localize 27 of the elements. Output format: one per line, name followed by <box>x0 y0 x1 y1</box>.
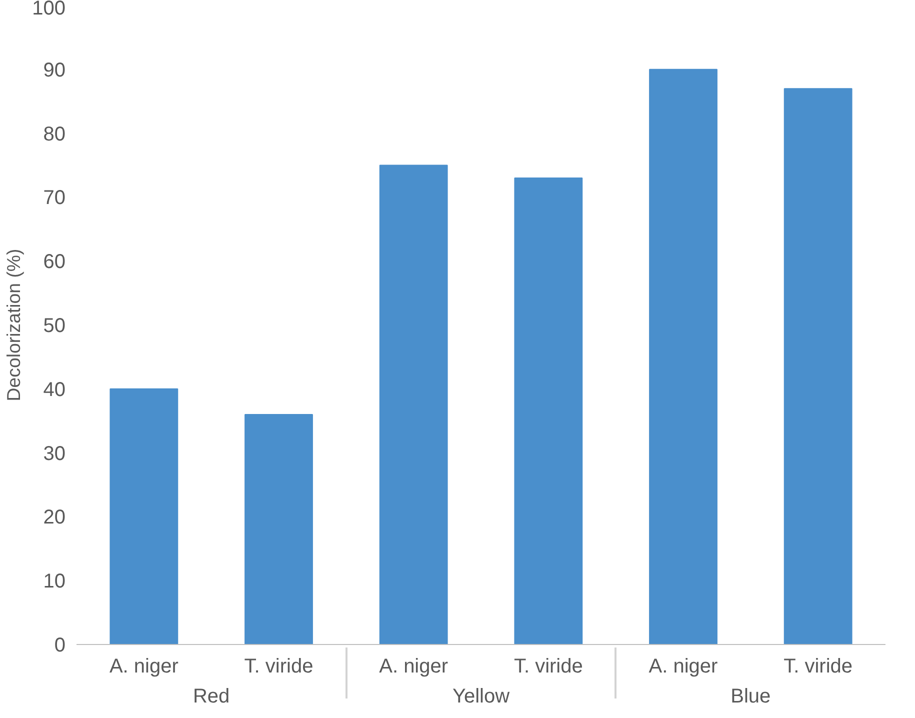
bar <box>244 414 313 644</box>
y-tick-label: 30 <box>43 442 66 465</box>
y-tick-label: 100 <box>32 0 66 20</box>
x-tick-label: T. viride <box>244 656 314 678</box>
bar <box>514 178 583 644</box>
x-tick-label: T. viride <box>784 656 853 678</box>
x-tick-label: A. niger <box>379 656 448 678</box>
y-tick-label: 70 <box>43 187 66 210</box>
text: Red <box>192 686 230 708</box>
x-tick-label: A. niger <box>648 656 718 678</box>
text: Blue <box>730 686 771 708</box>
bar <box>379 164 448 644</box>
bar <box>110 388 178 644</box>
y-tick-label: 40 <box>43 378 66 401</box>
text: Yellow <box>452 686 510 708</box>
bar <box>784 88 852 644</box>
y-tick-label: 10 <box>43 570 66 593</box>
y-tick-label: 0 <box>54 634 66 656</box>
y-tick-label: 60 <box>43 251 66 274</box>
bar <box>649 68 718 644</box>
y-tick-label: 20 <box>43 506 66 529</box>
y-axis-title: Decolorization (%) <box>3 248 24 402</box>
y-tick-label: 50 <box>43 315 66 337</box>
x-tick-label: T. viride <box>514 656 583 678</box>
y-tick-label: 80 <box>43 123 66 146</box>
y-tick-label: 90 <box>43 59 66 82</box>
x-tick-label: A. niger <box>109 656 179 678</box>
